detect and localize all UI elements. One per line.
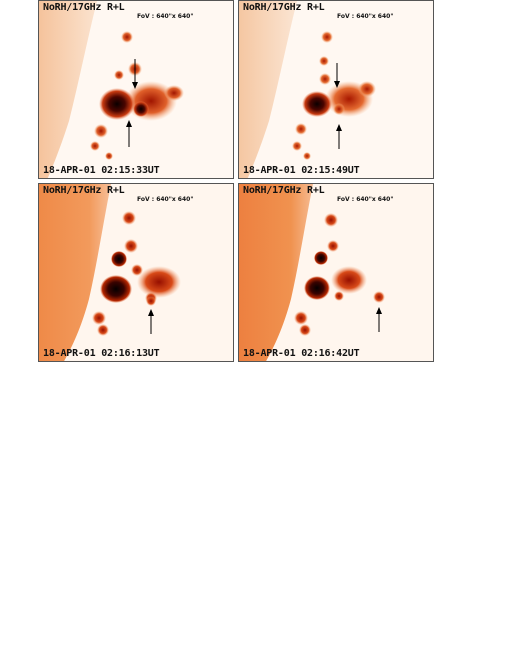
timestamp-label: 18-APR-01 02:15:49UT	[243, 165, 360, 176]
arrow-up-icon	[376, 307, 382, 332]
arrow-up-icon	[148, 309, 154, 334]
panel-title: NoRH/17GHz R+L	[43, 185, 125, 196]
radio-image-3	[39, 184, 233, 361]
image-panel-4: NoRH/17GHz R+L FoV : 640"x 640" 18-APR-0…	[238, 183, 434, 362]
radio-image-1	[39, 1, 233, 178]
field-of-view-label: FoV : 640"x 640"	[137, 13, 194, 20]
field-of-view-label: FoV : 640"x 640"	[337, 13, 394, 20]
image-panel-1: NoRH/17GHz R+L FoV : 640"x 640" 18-APR-0…	[38, 0, 234, 179]
arrow-down-icon	[334, 63, 340, 88]
radio-image-2	[239, 1, 433, 178]
arrow-up-icon	[126, 120, 132, 147]
field-of-view-label: FoV : 640"x 640"	[337, 196, 394, 203]
panel-title: NoRH/17GHz R+L	[243, 2, 325, 13]
field-of-view-label: FoV : 640"x 640"	[137, 196, 194, 203]
image-panel-2: NoRH/17GHz R+L FoV : 640"x 640" 18-APR-0…	[238, 0, 434, 179]
image-figure: NoRH/17GHz R+L FoV : 640"x 640" 18-APR-0…	[38, 0, 436, 363]
radio-image-4	[239, 184, 433, 361]
panel-title: NoRH/17GHz R+L	[243, 185, 325, 196]
timestamp-label: 18-APR-01 02:15:33UT	[43, 165, 160, 176]
panel-title: NoRH/17GHz R+L	[43, 2, 125, 13]
image-panel-3: NoRH/17GHz R+L FoV : 640"x 640" 18-APR-0…	[38, 183, 234, 362]
arrow-down-icon	[132, 59, 138, 89]
timestamp-label: 18-APR-01 02:16:42UT	[243, 348, 360, 359]
arrow-up-icon	[336, 124, 342, 149]
timestamp-label: 18-APR-01 02:16:13UT	[43, 348, 160, 359]
